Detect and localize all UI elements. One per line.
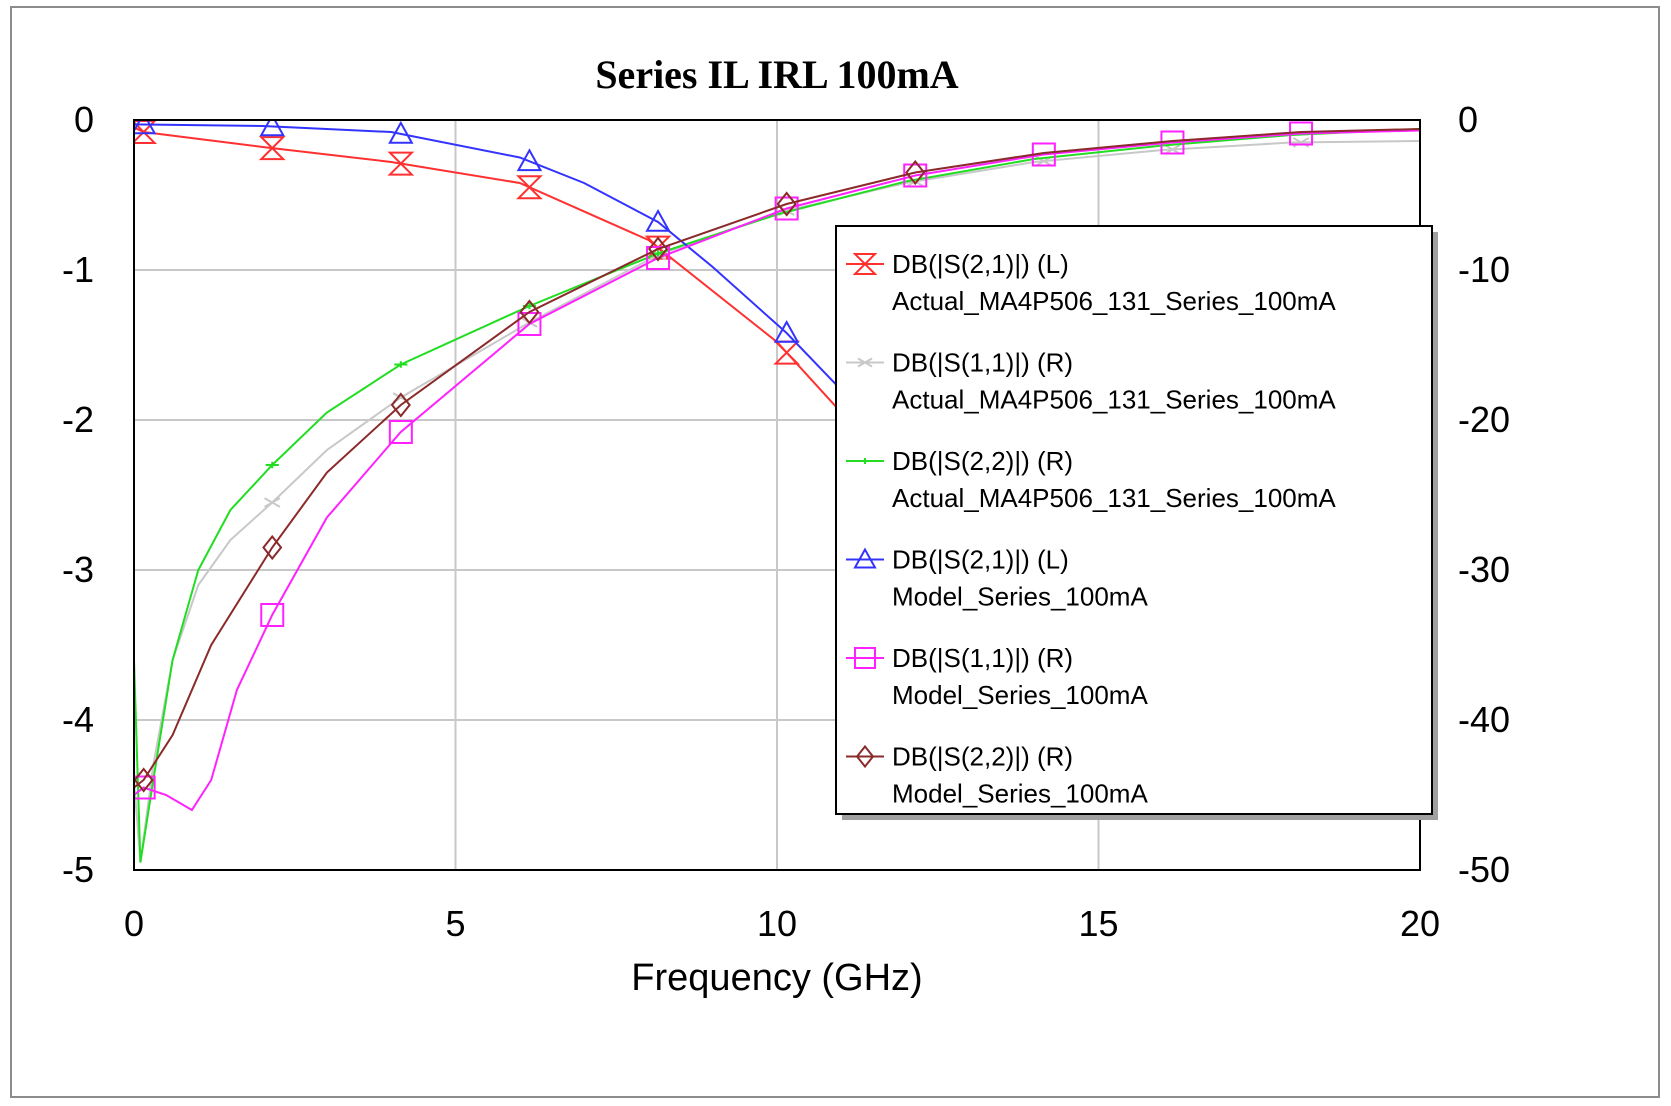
- legend: DB(|S(2,1)|) (L) Actual_MA4P506_131_Serie…: [835, 225, 1438, 820]
- data-point: [388, 120, 414, 144]
- x-tick-label: 15: [1078, 903, 1118, 944]
- series-6: [134, 128, 1420, 793]
- data-point: [857, 357, 873, 368]
- data-point: [134, 120, 157, 135]
- chart-svg: Series IL IRL 100mA 0 5 10 15 200-1-2-3-4-50…: [62, 52, 1510, 999]
- chart-title: Series IL IRL 100mA: [595, 52, 958, 97]
- y-right-tick-label: -10: [1458, 249, 1510, 290]
- legend-dataset-label: Actual_MA4P506_131_Series_100mA: [892, 286, 1336, 316]
- legend-item: DB(|S(1,1)|) (R) Model_Series_100mA: [846, 643, 1148, 710]
- data-point: [519, 299, 540, 325]
- legend-dataset-label: Actual_MA4P506_131_Series_100mA: [892, 385, 1336, 415]
- legend-dataset-label: Actual_MA4P506_131_Series_100mA: [892, 483, 1336, 513]
- legend-label: DB(|S(2,1)|) (L): [892, 249, 1069, 279]
- x-tick-label: 10: [757, 903, 797, 944]
- data-point: [394, 361, 408, 368]
- data-point: [516, 148, 543, 172]
- data-point: [859, 458, 871, 464]
- data-point: [258, 136, 286, 161]
- series-4: [134, 120, 907, 451]
- legend-item: DB(|S(2,2)|) (R) Model_Series_100mA: [846, 742, 1148, 809]
- data-point: [260, 603, 285, 627]
- chart-frame: Series IL IRL 100mA 0 5 10 15 20 0 -1 -2 -3 -4 -5 0…: [10, 6, 1660, 1098]
- data-point: [852, 253, 878, 275]
- data-point: [264, 497, 281, 508]
- legend-item: DB(|S(2,2)|) (R) Actual_MA4P506_131_Serie…: [846, 446, 1336, 513]
- y-left-tick-label: -1: [62, 249, 94, 290]
- y-left-tick-label: -2: [62, 399, 94, 440]
- legend-label: DB(|S(2,1)|) (L): [892, 545, 1069, 575]
- data-point: [1164, 144, 1181, 155]
- data-point: [134, 767, 154, 793]
- legend-item: DB(|S(2,1)|) (L) Actual_MA4P506_131_Serie…: [846, 249, 1336, 316]
- y-right-tick-label: -30: [1458, 549, 1510, 590]
- data-point: [262, 534, 283, 561]
- legend-dataset-label: Model_Series_100mA: [892, 779, 1148, 809]
- data-point: [646, 246, 671, 270]
- data-point: [390, 392, 411, 418]
- legend-box: [835, 225, 1433, 815]
- legend-dataset-label: Model_Series_100mA: [892, 582, 1148, 612]
- data-point: [773, 340, 801, 365]
- data-point: [645, 208, 671, 232]
- y-right-tick-label: -50: [1458, 849, 1510, 890]
- series-line: [134, 123, 907, 451]
- legend-label: DB(|S(1,1)|) (R): [892, 643, 1073, 673]
- data-point: [776, 191, 797, 217]
- data-point: [854, 647, 876, 669]
- x-axis-label: Frequency (GHz): [631, 957, 922, 999]
- legend-item: DB(|S(2,1)|) (L) Model_Series_100mA: [846, 545, 1148, 612]
- series-line: [134, 129, 1420, 812]
- y-right-tick-label: -20: [1458, 399, 1510, 440]
- tick-labels: 0 5 10 15 200-1-2-3-4-50-10-20-30-40-50: [62, 99, 1510, 944]
- data-point: [516, 175, 543, 200]
- y-left-tick-label: 0: [74, 99, 94, 140]
- x-tick-label: 5: [445, 903, 465, 944]
- series-layer: [134, 120, 1420, 863]
- x-tick-label: 20: [1400, 903, 1440, 944]
- data-point: [853, 547, 877, 569]
- y-left-tick-label: -3: [62, 549, 94, 590]
- x-tick-label: 0: [124, 903, 144, 944]
- y-left-tick-label: -4: [62, 699, 94, 740]
- legend-item: DB(|S(1,1)|) (R) Actual_MA4P506_131_Serie…: [846, 348, 1336, 415]
- legend-dataset-label: Model_Series_100mA: [892, 680, 1148, 710]
- data-point: [259, 120, 285, 137]
- series-line: [134, 128, 1420, 789]
- data-point: [134, 775, 156, 800]
- data-point: [905, 159, 926, 186]
- legend-label: DB(|S(2,2)|) (R): [892, 446, 1073, 476]
- legend-label: DB(|S(2,2)|) (R): [892, 742, 1073, 772]
- y-right-tick-label: 0: [1458, 99, 1478, 140]
- data-point: [773, 319, 800, 343]
- data-point: [388, 420, 413, 444]
- legend-label: DB(|S(1,1)|) (R): [892, 348, 1073, 378]
- data-point: [387, 151, 415, 176]
- y-right-tick-label: -40: [1458, 699, 1510, 740]
- data-point: [647, 236, 669, 262]
- data-point: [855, 744, 875, 769]
- data-point: [265, 461, 279, 469]
- y-left-tick-label: -5: [62, 849, 94, 890]
